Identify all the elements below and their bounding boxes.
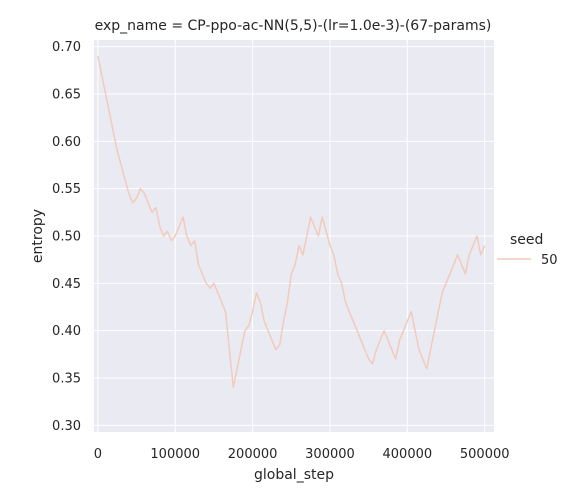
- grid-lines: [94, 40, 494, 432]
- legend-title: seed: [510, 232, 543, 248]
- y-axis-label: entropy: [30, 209, 46, 263]
- x-tick-label: 0: [94, 447, 102, 462]
- y-tick-label: 0.55: [52, 182, 81, 197]
- y-tick-label: 0.65: [52, 87, 81, 102]
- y-tick-label: 0.70: [52, 40, 81, 55]
- series-layer: [97, 55, 486, 389]
- y-tick-labels: 0.30 0.35 0.40 0.45 0.50 0.55 0.60 0.65 0.70: [52, 40, 81, 434]
- y-tick-label: 0.40: [52, 324, 81, 339]
- x-tick-label: 400000: [383, 447, 433, 462]
- y-tick-label: 0.45: [52, 277, 81, 292]
- x-tick-label: 500000: [460, 447, 510, 462]
- x-tick-labels: 0 100000 200000 300000 400000 500000: [94, 447, 510, 462]
- x-tick-label: 300000: [305, 447, 355, 462]
- y-tick-label: 0.50: [52, 230, 81, 245]
- legend: seed 50: [497, 232, 558, 268]
- series-line-50: [97, 55, 486, 389]
- x-tick-label: 100000: [150, 447, 200, 462]
- y-tick-label: 0.35: [52, 372, 81, 387]
- chart-title: exp_name = CP-ppo-ac-NN(5,5)-(lr=1.0e-3)…: [95, 18, 492, 34]
- y-tick-label: 0.30: [52, 419, 81, 434]
- x-axis-label: global_step: [254, 467, 334, 483]
- legend-entry-label: 50: [541, 253, 558, 268]
- x-tick-label: 200000: [228, 447, 278, 462]
- y-tick-label: 0.60: [52, 135, 81, 150]
